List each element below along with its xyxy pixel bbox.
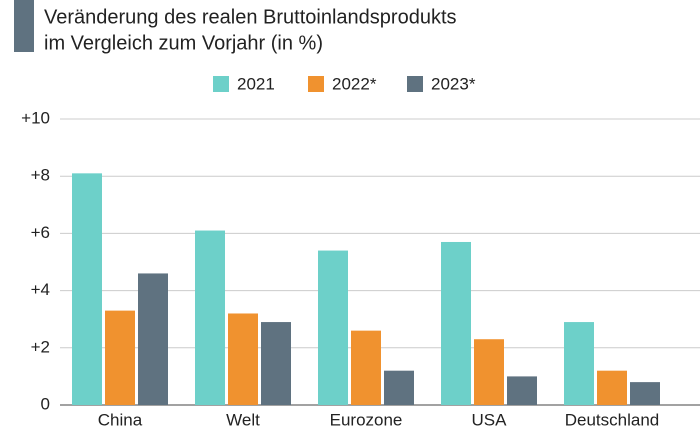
y-tick-label: +6 xyxy=(31,223,50,242)
chart-title: im Vergleich zum Vorjahr (in %) xyxy=(44,32,323,54)
bar xyxy=(441,241,471,405)
chart-title: Veränderung des realen Bruttoinlandsprod… xyxy=(44,6,457,28)
bar xyxy=(138,273,168,405)
legend-swatch xyxy=(213,76,229,92)
x-tick-label: China xyxy=(98,410,143,429)
x-tick-label: Welt xyxy=(226,410,260,429)
bar xyxy=(564,322,594,405)
x-tick-label: USA xyxy=(472,410,508,429)
bar xyxy=(597,370,627,405)
bar xyxy=(351,330,381,405)
bar xyxy=(318,250,348,405)
bar xyxy=(228,313,258,405)
bar xyxy=(195,230,225,405)
legend-label: 2022* xyxy=(332,74,377,93)
y-tick-label: +4 xyxy=(31,280,50,299)
bar xyxy=(384,370,414,405)
x-tick-label: Eurozone xyxy=(330,410,403,429)
bar xyxy=(507,376,537,405)
y-tick-label: +10 xyxy=(21,108,50,127)
bar xyxy=(474,339,504,405)
bar xyxy=(630,382,660,405)
bar xyxy=(72,173,102,405)
legend-swatch xyxy=(308,76,324,92)
y-tick-label: 0 xyxy=(41,394,50,413)
bar xyxy=(261,322,291,405)
x-tick-label: Deutschland xyxy=(565,410,660,429)
legend-label: 2023* xyxy=(431,74,476,93)
legend-swatch xyxy=(407,76,423,92)
y-tick-label: +8 xyxy=(31,166,50,185)
bar xyxy=(105,310,135,405)
y-tick-label: +2 xyxy=(31,337,50,356)
title-accent xyxy=(14,0,34,52)
legend-label: 2021 xyxy=(237,74,275,93)
